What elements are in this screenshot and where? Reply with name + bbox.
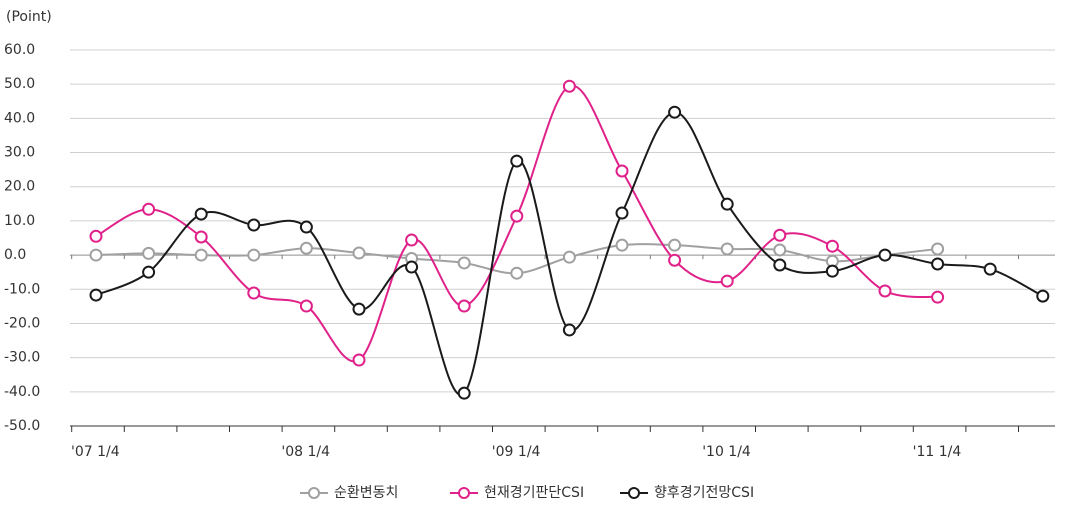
marker [299, 299, 313, 313]
marker [773, 228, 787, 242]
legend-label: 향후경기전망CSI [654, 485, 754, 501]
y-tick-label: -10.0 [4, 281, 40, 297]
y-tick-label: 0.0 [4, 247, 26, 263]
y-tick-label: 20.0 [4, 179, 35, 195]
marker [352, 353, 366, 367]
x-tick-label: '08 1/4 [281, 444, 330, 460]
marker [194, 248, 208, 262]
legend-label: 현재경기판단CSI [484, 485, 584, 501]
marker [405, 260, 419, 274]
marker [668, 253, 682, 267]
x-tick-label: '09 1/4 [492, 444, 541, 460]
y-tick-label: 30.0 [4, 145, 35, 161]
marker [668, 238, 682, 252]
marker [931, 290, 945, 304]
y-tick-label: -30.0 [4, 350, 40, 366]
marker [299, 220, 313, 234]
y-tick-label: 50.0 [4, 76, 35, 92]
y-tick-label: 40.0 [4, 110, 35, 126]
series-line [95, 84, 938, 363]
marker [510, 266, 524, 280]
marker [720, 242, 734, 256]
marker [247, 218, 261, 232]
marker [142, 265, 156, 279]
marker [405, 233, 419, 247]
marker [352, 246, 366, 260]
marker [983, 262, 997, 276]
legend-marker [458, 487, 470, 499]
y-tick-label: -50.0 [4, 418, 40, 434]
y-tick-label: -40.0 [4, 384, 40, 400]
x-tick-label: '10 1/4 [702, 444, 751, 460]
y-axis-label: (Point) [6, 9, 52, 25]
marker [89, 229, 103, 243]
legend-marker [628, 487, 640, 499]
marker [615, 206, 629, 220]
marker [352, 302, 366, 316]
marker [615, 238, 629, 252]
series-line [95, 111, 1044, 396]
marker [247, 248, 261, 262]
marker [510, 209, 524, 223]
marker [562, 79, 576, 93]
legend-label: 순환변동치 [334, 485, 398, 501]
marker [562, 323, 576, 337]
marker [931, 257, 945, 271]
marker [1036, 289, 1050, 303]
marker [878, 248, 892, 262]
marker [615, 164, 629, 178]
marker [720, 274, 734, 288]
marker [457, 299, 471, 313]
y-tick-label: 10.0 [4, 213, 35, 229]
marker [89, 288, 103, 302]
y-tick-label: 60.0 [4, 42, 35, 58]
marker [668, 105, 682, 119]
marker [931, 242, 945, 256]
marker [142, 202, 156, 216]
marker [457, 386, 471, 400]
legend-marker [308, 487, 320, 499]
marker [878, 284, 892, 298]
marker [720, 197, 734, 211]
marker [562, 250, 576, 264]
y-tick-label: -20.0 [4, 315, 40, 331]
marker [773, 258, 787, 272]
marker [457, 256, 471, 270]
marker [825, 239, 839, 253]
marker [194, 230, 208, 244]
marker [510, 154, 524, 168]
marker [825, 264, 839, 278]
marker [142, 246, 156, 260]
x-tick-label: '07 1/4 [71, 444, 120, 460]
marker [247, 286, 261, 300]
marker [773, 243, 787, 257]
marker [194, 207, 208, 221]
x-tick-label: '11 1/4 [913, 444, 962, 460]
marker [299, 241, 313, 255]
marker [89, 248, 103, 262]
